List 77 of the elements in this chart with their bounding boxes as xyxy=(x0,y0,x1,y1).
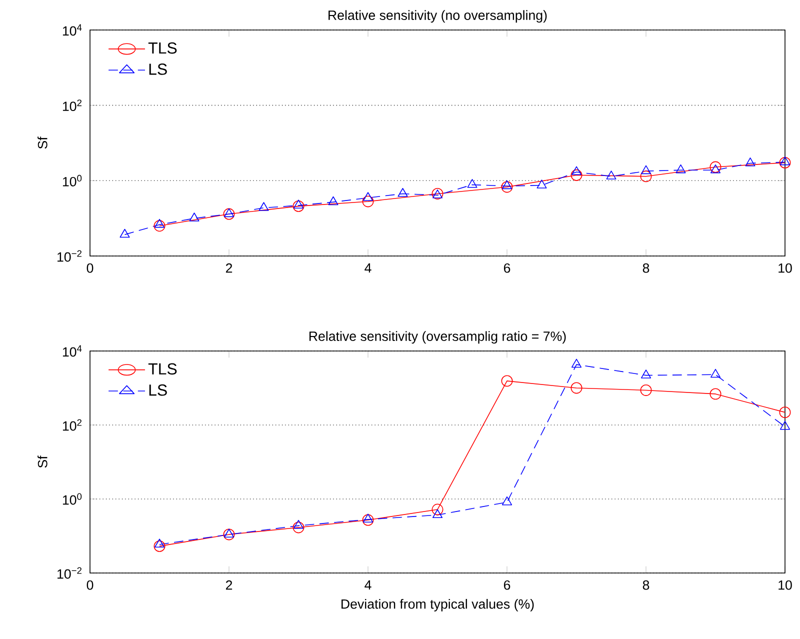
point xyxy=(154,538,165,548)
point xyxy=(293,200,304,208)
point xyxy=(640,384,652,396)
point xyxy=(328,196,338,206)
x-tick-label: 6 xyxy=(504,580,510,590)
point xyxy=(779,406,791,418)
chart-title: Relative sensitivity (no oversampling) xyxy=(328,10,547,23)
point xyxy=(710,368,721,378)
point xyxy=(640,165,652,174)
point xyxy=(571,358,582,368)
point xyxy=(710,164,721,174)
point xyxy=(502,180,512,190)
point xyxy=(292,200,304,212)
point xyxy=(710,161,722,173)
y-tick-label: 10$^{4}$ xyxy=(62,345,82,357)
x-tick-label: 4 xyxy=(364,580,372,590)
point xyxy=(292,522,304,534)
x-tick-label: 6 xyxy=(504,263,510,273)
point xyxy=(710,388,722,400)
point xyxy=(640,370,652,378)
point xyxy=(536,180,547,188)
y-axis-title: Sf xyxy=(38,136,48,149)
point xyxy=(362,514,374,526)
y-tick-label: 10$^{0}$ xyxy=(62,493,82,505)
x-axis-title: Deviation from typical values (%) xyxy=(342,598,534,612)
x-tick-label: 8 xyxy=(642,263,650,273)
x-tick-label: 2 xyxy=(226,263,232,273)
point xyxy=(362,196,374,208)
point xyxy=(362,514,374,523)
point xyxy=(189,212,200,222)
x-tick-label: 0 xyxy=(86,580,94,590)
x-tick-label: 10 xyxy=(778,580,792,590)
point xyxy=(676,164,686,174)
point xyxy=(223,208,235,220)
point xyxy=(398,188,408,197)
point xyxy=(501,181,513,193)
point xyxy=(640,170,652,182)
point xyxy=(780,156,790,166)
legend-label: TLS xyxy=(148,42,177,54)
legend-label: LS xyxy=(149,64,167,75)
x-tick-label: 2 xyxy=(226,580,232,590)
point xyxy=(432,504,444,516)
y-tick-label: 10$^{2}$ xyxy=(62,100,82,112)
y-tick-label: 10$^{4}$ xyxy=(62,24,82,36)
point xyxy=(780,420,790,430)
point xyxy=(258,202,269,211)
point xyxy=(154,218,165,228)
point xyxy=(293,520,304,529)
point xyxy=(467,178,478,188)
point xyxy=(570,382,582,394)
point xyxy=(502,496,512,506)
y-tick-label: 10$^{−2}$ xyxy=(58,567,82,579)
point xyxy=(224,208,234,218)
x-tick-label: 10 xyxy=(778,263,792,273)
point xyxy=(154,220,166,232)
point xyxy=(570,169,582,181)
x-tick-label: 4 xyxy=(364,263,372,273)
point xyxy=(432,509,443,518)
x-tick-label: 0 xyxy=(86,263,94,273)
point xyxy=(501,375,513,387)
point xyxy=(606,170,616,180)
point xyxy=(223,528,235,540)
chart-title: Relative sensitivity (oversamplig ratio = 7%) xyxy=(309,331,566,344)
y-tick-label: 10$^{−2}$ xyxy=(58,250,82,262)
point xyxy=(745,158,756,166)
point xyxy=(224,528,234,538)
x-tick-label: 8 xyxy=(642,580,650,590)
legend-label: LS xyxy=(149,384,167,396)
point xyxy=(779,156,791,168)
y-axis-title: Sf xyxy=(38,456,48,468)
point xyxy=(362,192,374,201)
legend-label: TLS xyxy=(148,363,177,375)
point xyxy=(154,540,166,552)
point xyxy=(120,228,130,238)
point xyxy=(571,166,582,176)
y-tick-label: 10$^{2}$ xyxy=(62,419,82,431)
y-tick-label: 10$^{0}$ xyxy=(62,174,82,186)
